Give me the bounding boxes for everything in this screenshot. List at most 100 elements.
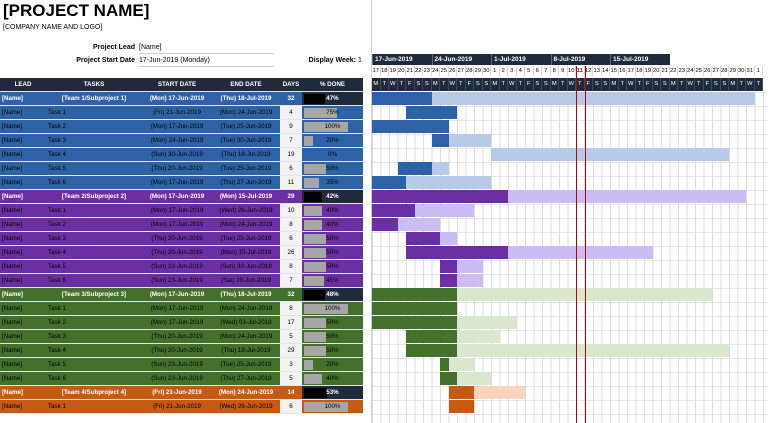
task-cell[interactable]: Task 2 (46, 119, 142, 134)
end-date-cell[interactable]: (Wed) 26-Jun-2019 (212, 203, 280, 218)
pct-done-cell[interactable]: 42% (302, 189, 363, 204)
start-date-cell[interactable]: (Thu) 20-Jun-2019 (142, 329, 212, 344)
summary-row[interactable]: [Name] [Team 2/Subproject 2] (Mon) 17-Jun-… (0, 189, 363, 204)
summary-row[interactable]: [Name] [Team 1/Subproject 1] (Mon) 17-Jun-… (0, 91, 363, 106)
start-date-cell[interactable]: (Mon) 17-Jun-2019 (142, 315, 212, 330)
table-row[interactable]: [Name] Task 2 (Mon) 17-Jun-2019 (Wed) 03-Ju… (0, 315, 363, 330)
task-cell[interactable]: Task 6 (46, 273, 142, 288)
days-cell[interactable]: 5 (280, 371, 302, 386)
pct-done-cell[interactable]: 100% (302, 399, 363, 414)
pct-done-cell[interactable]: 50% (302, 259, 363, 274)
start-date-cell[interactable]: (Sun) 23-Jun-2019 (142, 371, 212, 386)
end-date-cell[interactable]: (Tue) 25-Jun-2019 (212, 119, 280, 134)
pct-done-cell[interactable]: 20% (302, 133, 363, 148)
lead-cell[interactable]: [Name] (0, 259, 46, 274)
days-cell[interactable]: 10 (280, 203, 302, 218)
end-date-cell[interactable]: (Thu) 27-Jun-2019 (212, 371, 280, 386)
lead-cell[interactable]: [Name] (0, 273, 46, 288)
start-date-cell[interactable]: (Fri) 21-Jun-2019 (142, 385, 212, 400)
days-cell[interactable]: 7 (280, 133, 302, 148)
days-cell[interactable]: 8 (280, 301, 302, 316)
table-row[interactable]: [Name] Task 6 (Sun) 23-Jun-2019 (Thu) 27-Ju… (0, 371, 363, 386)
end-date-cell[interactable]: (Mon) 24-Jun-2019 (212, 385, 280, 400)
start-date-cell[interactable]: (Thu) 20-Jun-2019 (142, 161, 212, 176)
pct-done-cell[interactable]: 40% (302, 371, 363, 386)
task-cell[interactable]: [Team 2/Subproject 2] (46, 189, 142, 204)
pct-done-cell[interactable]: 100% (302, 119, 363, 134)
table-row[interactable]: [Name] Task 4 (Thu) 20-Jun-2019 (Mon) 15-Ju… (0, 245, 363, 260)
table-row[interactable]: [Name] Task 4 (Thu) 20-Jun-2019 (Thu) 18-Ju… (0, 343, 363, 358)
start-date-cell[interactable]: (Thu) 20-Jun-2019 (142, 231, 212, 246)
start-date-cell[interactable]: (Mon) 17-Jun-2019 (142, 301, 212, 316)
table-row[interactable]: [Name] Task 1 (Mon) 17-Jun-2019 (Mon) 24-Ju… (0, 301, 363, 316)
pct-done-cell[interactable]: 0% (302, 147, 363, 162)
pct-done-cell[interactable]: 50% (302, 161, 363, 176)
table-row[interactable]: [Name] Task 1 (Fri) 21-Jun-2019 (Wed) 26-Ju… (0, 399, 363, 414)
lead-cell[interactable]: [Name] (0, 315, 46, 330)
summary-row[interactable]: [Name] [Team 4/Subproject 4] (Fri) 21-Jun-… (0, 385, 363, 400)
lead-cell[interactable]: [Name] (0, 175, 46, 190)
end-date-cell[interactable]: (Mon) 24-Jun-2019 (212, 217, 280, 232)
days-cell[interactable]: 3 (280, 357, 302, 372)
start-date-cell[interactable]: (Mon) 17-Jun-2019 (142, 203, 212, 218)
lead-cell[interactable]: [Name] (0, 231, 46, 246)
table-row[interactable]: [Name] Task 3 (Thu) 20-Jun-2019 (Mon) 24-Ju… (0, 329, 363, 344)
pct-done-cell[interactable]: 53% (302, 385, 363, 400)
pct-done-cell[interactable]: 40% (302, 217, 363, 232)
end-date-cell[interactable]: (Wed) 26-Jun-2019 (212, 399, 280, 414)
start-date-cell[interactable]: (Sun) 23-Jun-2019 (142, 259, 212, 274)
pct-done-cell[interactable]: 40% (302, 203, 363, 218)
table-row[interactable]: [Name] Task 3 (Mon) 24-Jun-2019 (Tue) 30-Ju… (0, 133, 363, 148)
pct-done-cell[interactable]: 100% (302, 301, 363, 316)
task-cell[interactable]: Task 1 (46, 301, 142, 316)
end-date-cell[interactable]: (Tue) 25-Jun-2019 (212, 231, 280, 246)
pct-done-cell[interactable]: 50% (302, 329, 363, 344)
days-cell[interactable]: 14 (280, 385, 302, 400)
table-row[interactable]: [Name] Task 1 (Fri) 21-Jun-2019 (Mon) 24-Ju… (0, 105, 363, 120)
start-date-cell[interactable]: (Thu) 20-Jun-2019 (142, 245, 212, 260)
pct-done-cell[interactable]: 45% (302, 273, 363, 288)
task-cell[interactable]: Task 5 (46, 161, 142, 176)
start-date-cell[interactable]: (Mon) 17-Jun-2019 (142, 217, 212, 232)
end-date-cell[interactable]: (Mon) 15-Jul-2019 (212, 245, 280, 260)
days-cell[interactable]: 4 (280, 105, 302, 120)
summary-row[interactable]: [Name] [Team 3/Subproject 3] (Mon) 17-Jun-… (0, 287, 363, 302)
end-date-cell[interactable]: (Wed) 03-Jul-2019 (212, 315, 280, 330)
days-cell[interactable]: 29 (280, 189, 302, 204)
start-date-cell[interactable]: (Mon) 17-Jun-2019 (142, 119, 212, 134)
start-date-cell[interactable]: (Sun) 23-Jun-2019 (142, 357, 212, 372)
lead-cell[interactable]: [Name] (0, 203, 46, 218)
lead-cell[interactable]: [Name] (0, 301, 46, 316)
start-date-cell[interactable]: (Mon) 24-Jun-2019 (142, 133, 212, 148)
task-cell[interactable]: Task 6 (46, 175, 142, 190)
display-week-field[interactable]: 1 (358, 57, 362, 64)
end-date-cell[interactable]: (Sat) 29-Jun-2019 (212, 273, 280, 288)
table-row[interactable]: [Name] Task 6 (Sun) 23-Jun-2019 (Sat) 29-Ju… (0, 273, 363, 288)
task-cell[interactable]: Task 3 (46, 329, 142, 344)
task-cell[interactable]: Task 6 (46, 371, 142, 386)
days-cell[interactable]: 8 (280, 259, 302, 274)
pct-done-cell[interactable]: 50% (302, 231, 363, 246)
task-cell[interactable]: Task 3 (46, 231, 142, 246)
end-date-cell[interactable]: (Mon) 24-Jun-2019 (212, 329, 280, 344)
pct-done-cell[interactable]: 75% (302, 105, 363, 120)
lead-cell[interactable]: [Name] (0, 133, 46, 148)
table-row[interactable]: [Name] Task 2 (Mon) 17-Jun-2019 (Tue) 25-Ju… (0, 119, 363, 134)
days-cell[interactable]: 29 (280, 343, 302, 358)
lead-cell[interactable]: [Name] (0, 329, 46, 344)
pct-done-cell[interactable]: 20% (302, 357, 363, 372)
days-cell[interactable]: 32 (280, 287, 302, 302)
days-cell[interactable]: 11 (280, 175, 302, 190)
task-cell[interactable]: Task 4 (46, 245, 142, 260)
days-cell[interactable]: 19 (280, 147, 302, 162)
start-date-cell[interactable]: (Mon) 17-Jun-2019 (142, 287, 212, 302)
start-date-cell[interactable]: (Fri) 21-Jun-2019 (142, 399, 212, 414)
task-cell[interactable]: [Team 4/Subproject 4] (46, 385, 142, 400)
pct-done-cell[interactable]: 47% (302, 91, 363, 106)
table-row[interactable]: [Name] Task 5 (Sun) 23-Jun-2019 (Sun) 30-Ju… (0, 259, 363, 274)
days-cell[interactable]: 17 (280, 315, 302, 330)
lead-cell[interactable]: [Name] (0, 245, 46, 260)
lead-cell[interactable]: [Name] (0, 147, 46, 162)
pct-done-cell[interactable]: 48% (302, 287, 363, 302)
pct-done-cell[interactable]: 50% (302, 315, 363, 330)
